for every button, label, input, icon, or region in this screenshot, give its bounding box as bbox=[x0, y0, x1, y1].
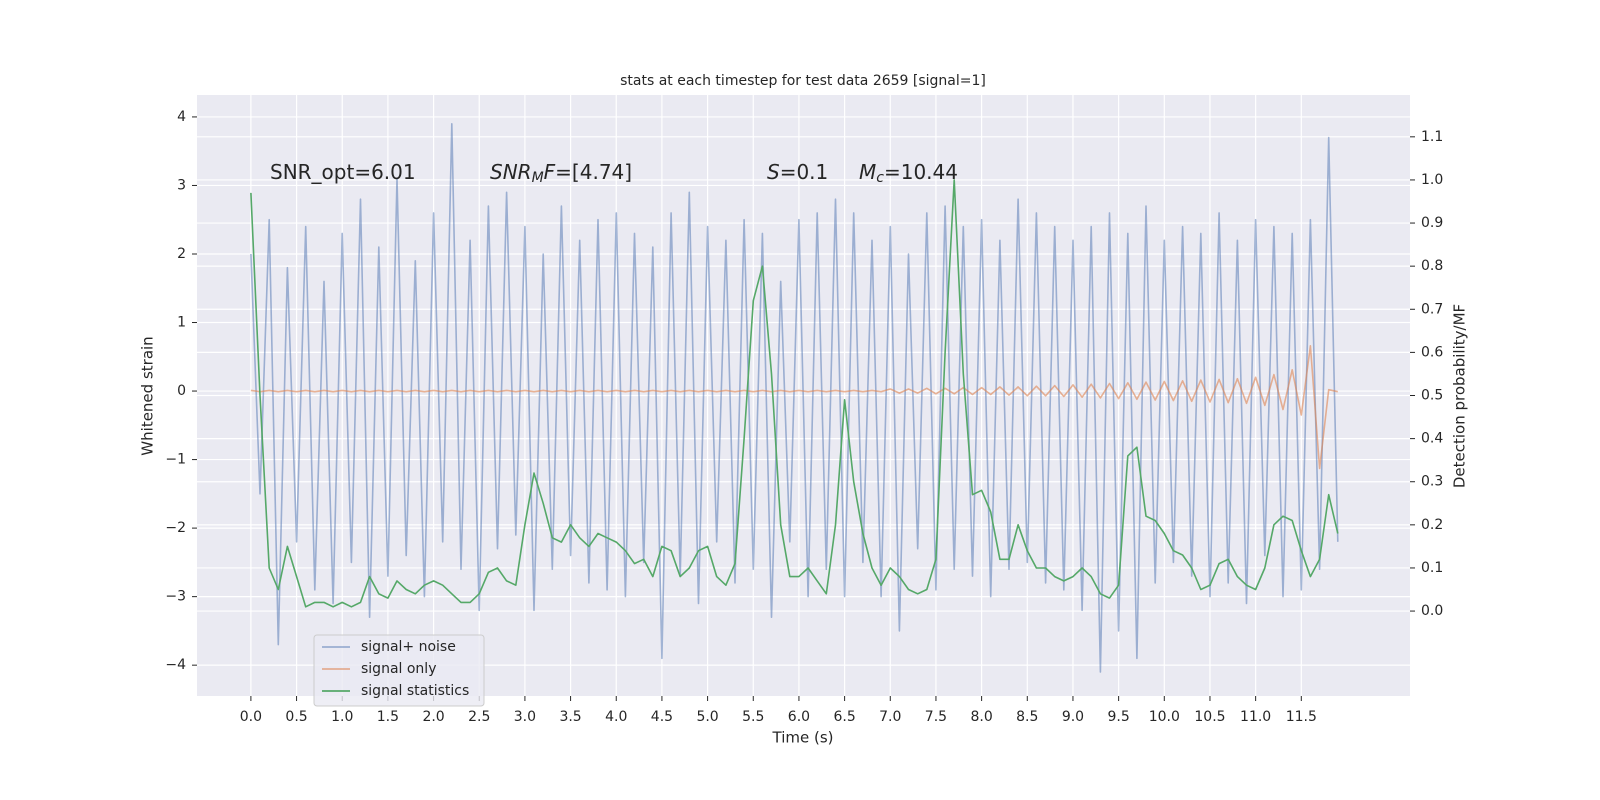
legend-label: signal statistics bbox=[361, 683, 469, 699]
y-tick-label: −3 bbox=[165, 589, 186, 605]
y-tick-label: 3 bbox=[177, 177, 186, 193]
legend-label: signal only bbox=[361, 661, 436, 677]
y2-tick-label: 0.1 bbox=[1421, 560, 1443, 576]
x-tick-label: 11.5 bbox=[1286, 709, 1317, 725]
annotation: Mc=10.44 bbox=[859, 160, 958, 187]
y2-tick-label: 0.4 bbox=[1421, 431, 1443, 447]
x-tick-label: 1.0 bbox=[331, 709, 353, 725]
y-tick-label: −2 bbox=[165, 520, 186, 536]
annotation-part: =10.44 bbox=[884, 160, 958, 184]
annotation-part: =0.1 bbox=[780, 160, 829, 184]
x-tick-label: 9.0 bbox=[1062, 709, 1084, 725]
x-axis-label: Time (s) bbox=[772, 729, 834, 747]
x-tick-label: 8.5 bbox=[1016, 709, 1038, 725]
x-tick-label: 4.0 bbox=[605, 709, 627, 725]
x-tick-label: 7.5 bbox=[925, 709, 947, 725]
x-tick-label: 0.5 bbox=[285, 709, 307, 725]
annotation: SNR_opt=6.01 bbox=[270, 160, 416, 184]
y2-tick-label: 0.3 bbox=[1421, 474, 1443, 490]
x-tick-label: 1.5 bbox=[377, 709, 399, 725]
chart-title: stats at each timestep for test data 265… bbox=[620, 73, 986, 89]
y-tick-label: −4 bbox=[165, 657, 186, 673]
x-tick-label: 6.5 bbox=[833, 709, 855, 725]
x-tick-label: 2.0 bbox=[422, 709, 444, 725]
x-tick-label: 6.0 bbox=[788, 709, 810, 725]
annotation: S=0.1 bbox=[767, 160, 828, 184]
y-tick-label: −1 bbox=[165, 452, 186, 468]
annotation-part: M bbox=[532, 170, 544, 186]
y-tick-label: 2 bbox=[177, 246, 186, 262]
x-tick-label: 2.5 bbox=[468, 709, 490, 725]
x-tick-label: 11.0 bbox=[1240, 709, 1271, 725]
y2-tick-label: 0.0 bbox=[1421, 603, 1443, 619]
y2-tick-label: 1.1 bbox=[1421, 129, 1443, 145]
annotation-part: F bbox=[544, 160, 556, 184]
y-tick-label: 0 bbox=[177, 383, 186, 399]
y2-tick-label: 0.2 bbox=[1421, 517, 1443, 533]
y2-tick-label: 0.5 bbox=[1421, 388, 1443, 404]
y-tick-label: 1 bbox=[177, 315, 186, 331]
annotation-part: SNR_opt=6.01 bbox=[270, 160, 416, 184]
y2-tick-label: 0.8 bbox=[1421, 258, 1443, 274]
annotation-part: SNR bbox=[490, 160, 532, 184]
x-tick-label: 10.5 bbox=[1194, 709, 1225, 725]
series-line bbox=[250, 123, 1339, 673]
y2-tick-label: 0.9 bbox=[1421, 215, 1443, 231]
x-tick-label: 7.0 bbox=[879, 709, 901, 725]
annotation-part: M bbox=[859, 160, 876, 184]
y-axis-label: Whitened strain bbox=[139, 336, 157, 455]
x-tick-label: 5.5 bbox=[742, 709, 764, 725]
legend-box bbox=[313, 634, 485, 707]
x-tick-label: 0.0 bbox=[240, 709, 262, 725]
annotation-part: S bbox=[767, 160, 780, 184]
annotation: SNRMF=[4.74] bbox=[490, 160, 632, 187]
x-tick-label: 9.5 bbox=[1107, 709, 1129, 725]
y-tick-label: 4 bbox=[177, 109, 186, 125]
x-tick-label: 3.0 bbox=[514, 709, 536, 725]
series-line bbox=[250, 344, 1338, 470]
legend: signal+ noise signal only signal statistic… bbox=[313, 634, 485, 707]
y2-axis-label: Detection probability/MF bbox=[1451, 304, 1469, 488]
y2-tick-label: 0.6 bbox=[1421, 344, 1443, 360]
x-tick-label: 3.5 bbox=[559, 709, 581, 725]
y2-tick-label: 0.7 bbox=[1421, 301, 1443, 317]
x-tick-label: 10.0 bbox=[1149, 709, 1180, 725]
y2-tick-label: 1.0 bbox=[1421, 172, 1443, 188]
x-tick-label: 4.5 bbox=[651, 709, 673, 725]
series-line bbox=[250, 179, 1339, 608]
x-tick-label: 5.0 bbox=[696, 709, 718, 725]
x-tick-label: 8.0 bbox=[970, 709, 992, 725]
annotation-part: =[4.74] bbox=[555, 160, 632, 184]
legend-label: signal+ noise bbox=[361, 639, 456, 655]
annotation-part: c bbox=[876, 170, 884, 186]
